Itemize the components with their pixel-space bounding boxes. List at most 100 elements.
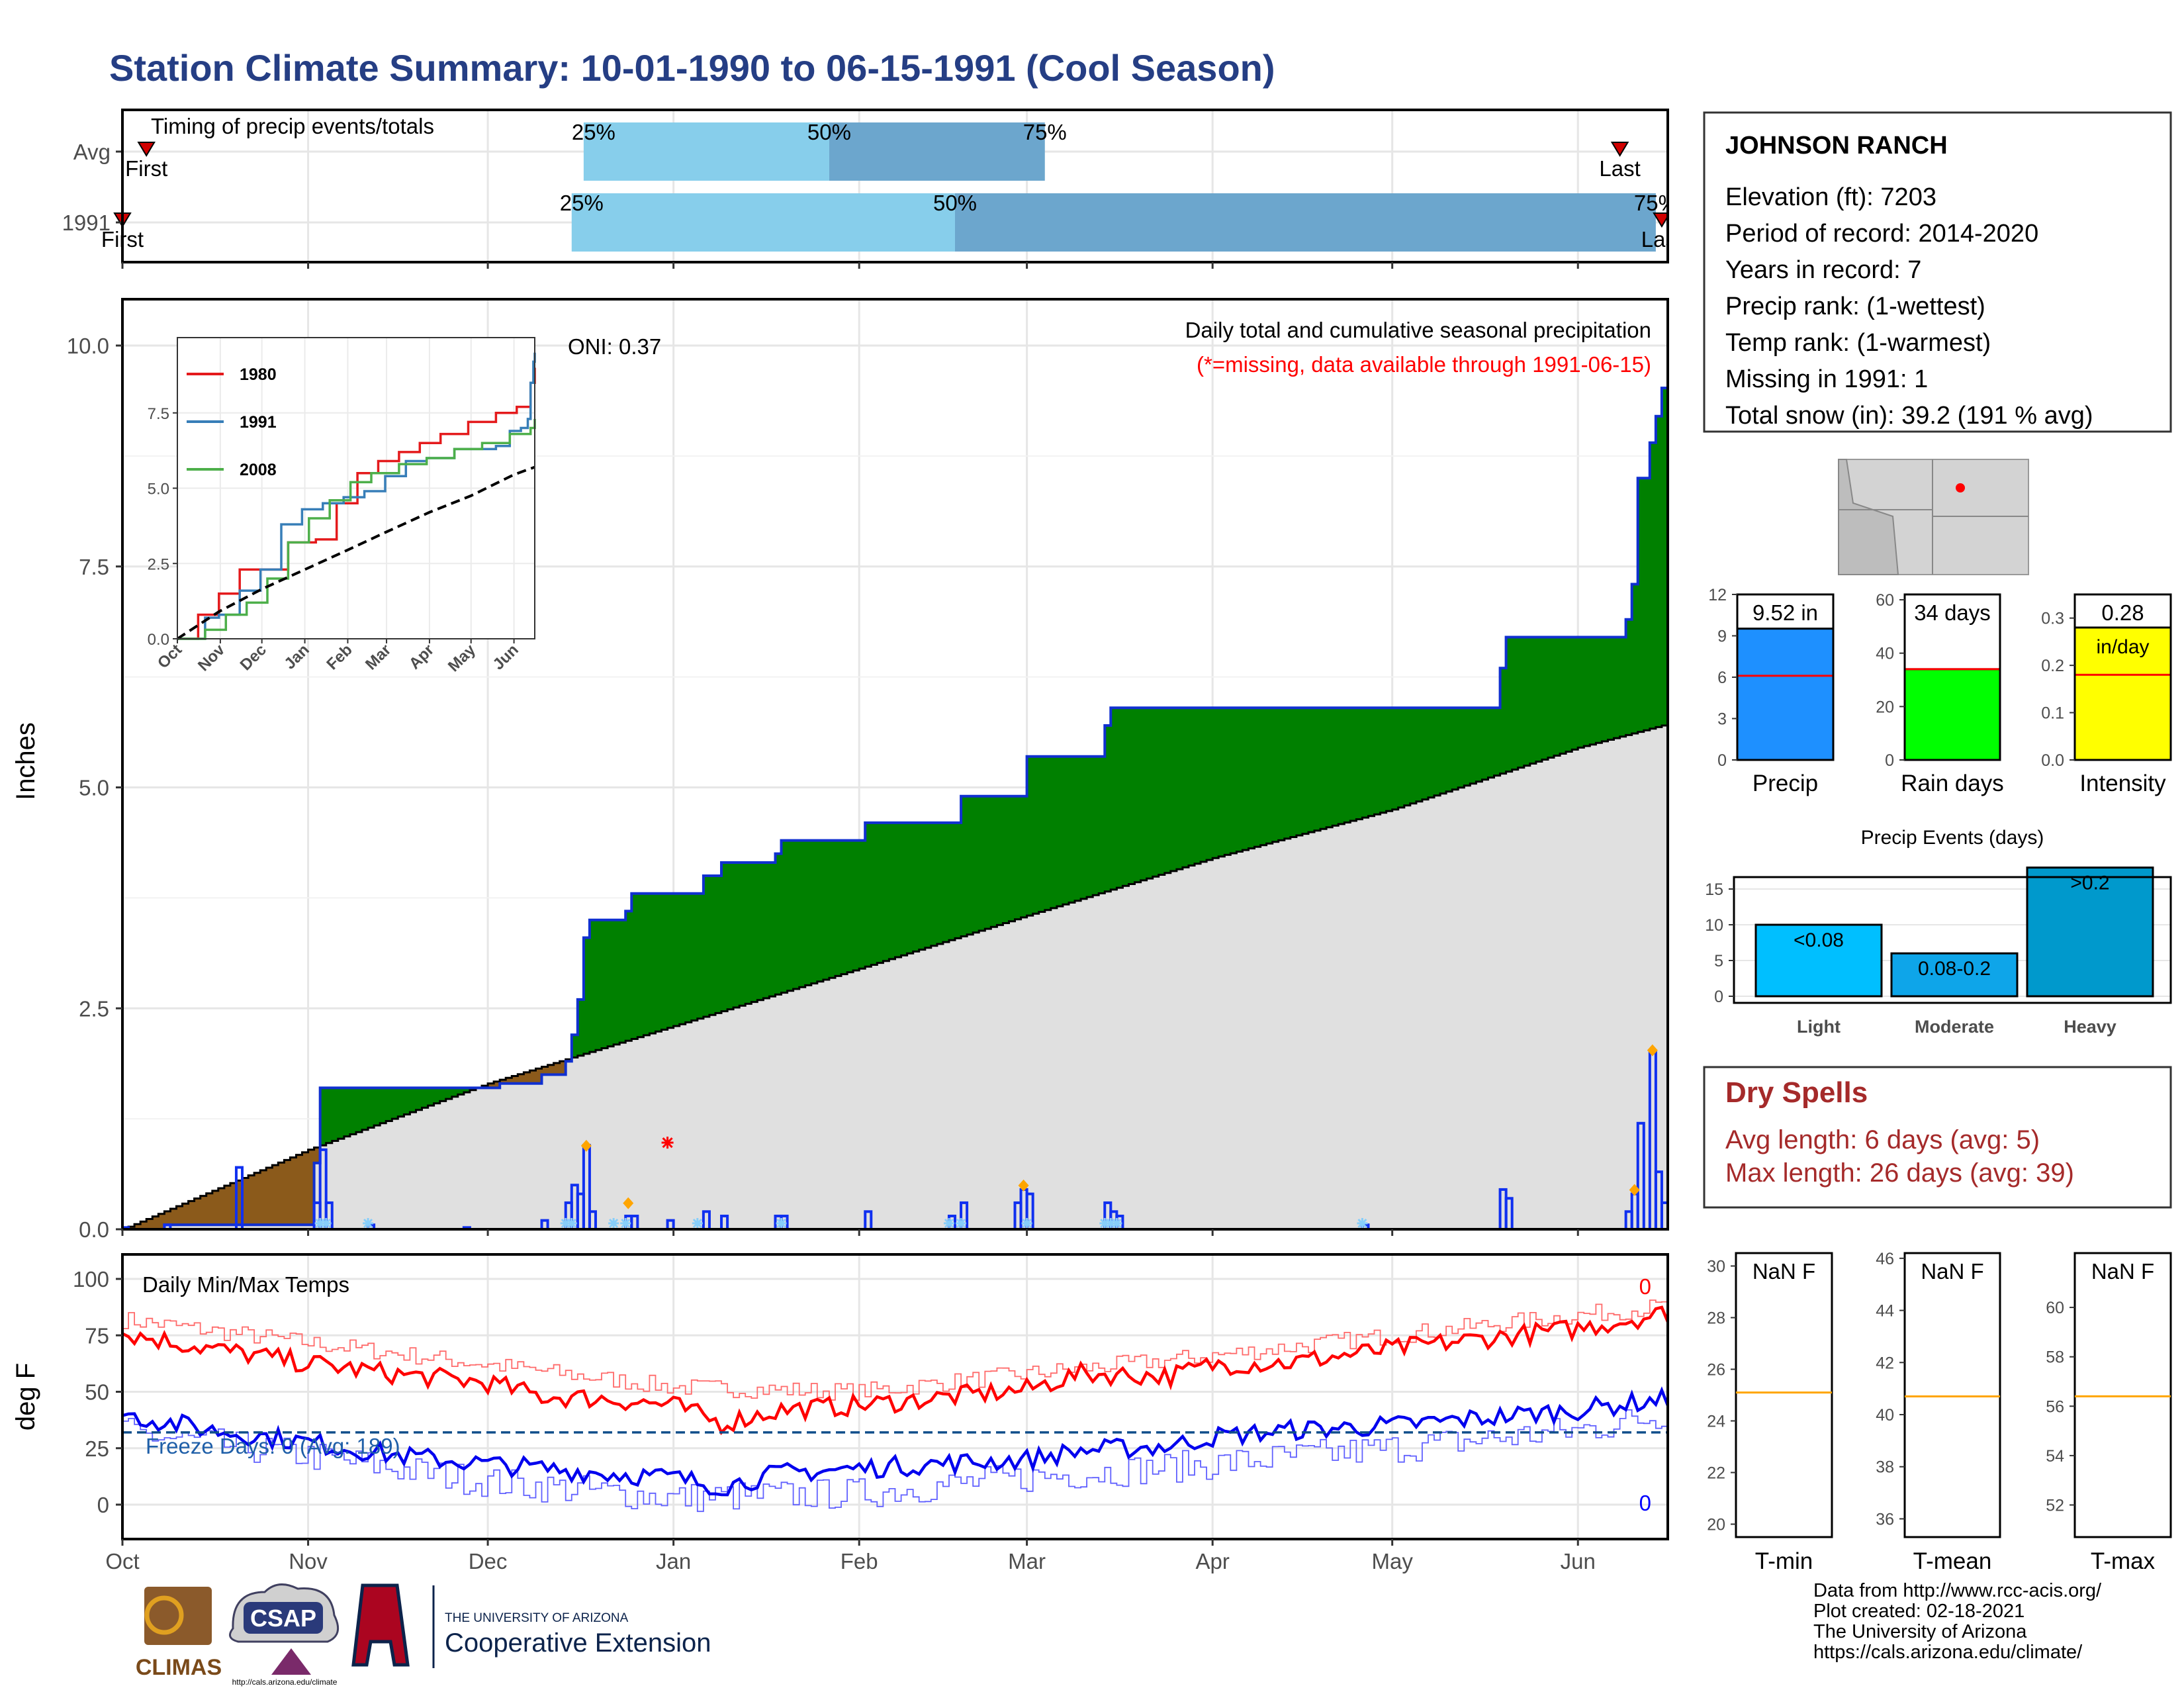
snow-diamond-marker	[580, 1139, 592, 1152]
month-axis-label: Feb	[841, 1549, 878, 1573]
precip-events-ytick-label: 0	[1714, 988, 1723, 1006]
temp-box-ytick-label: 46	[1876, 1250, 1894, 1268]
temp-panel-border	[121, 1253, 1669, 1540]
temp-box-ytick-label: 38	[1876, 1458, 1894, 1477]
summary-bar-border	[1903, 593, 2001, 761]
oni-label: ONI: 0.37	[568, 334, 661, 359]
temp-box-ytick-label: 42	[1876, 1354, 1894, 1372]
tmin-line	[122, 1386, 1670, 1497]
snow-diamond-marker	[1629, 1184, 1640, 1196]
precip-panel-border	[121, 298, 1669, 1231]
station-info-line: Elevation (ft): 7203	[1725, 183, 1936, 211]
precip-events-border	[1733, 876, 2172, 1004]
precip-subtitle: Daily total and cumulative seasonal prec…	[1185, 318, 1651, 342]
inset-legend-label: 2008	[240, 461, 277, 479]
month-axis-label: Jan	[656, 1549, 691, 1573]
timing-q75-label: 75%	[1023, 120, 1067, 144]
temp-box-ytick-label: 60	[2046, 1299, 2064, 1317]
station-info-line: Total snow (in): 39.2 (191 % avg)	[1725, 402, 2093, 430]
temp-box-ytick-label: 40	[1876, 1406, 1894, 1425]
temp-box-ytick-label: 54	[2046, 1447, 2064, 1466]
climas-logo-text: CLIMAS	[136, 1655, 222, 1680]
precip-ytick-label: 7.5	[79, 555, 109, 579]
timing-label: Timing of precip events/totals	[151, 114, 434, 138]
timing-panel-border	[121, 109, 1669, 263]
summary-ytick-label: 0.1	[2041, 704, 2064, 723]
credit-line-4: https://cals.arizona.edu/climate/	[1813, 1642, 2083, 1663]
snow-star-marker	[608, 1218, 619, 1229]
temp-box-name: T-max	[2091, 1548, 2156, 1574]
precip-note: (*=missing, data available through 1991-…	[1197, 352, 1651, 377]
station-location-dot	[1956, 483, 1965, 492]
page-title: Station Climate Summary: 10-01-1990 to 0…	[109, 47, 1275, 89]
precip-events-ytick-label: 5	[1714, 952, 1723, 970]
precip-ytick-label: 0.0	[79, 1217, 109, 1242]
missing-data-marker	[661, 1137, 674, 1149]
credit-line-2: Plot created: 02-18-2021	[1813, 1601, 2025, 1622]
temp-ytick-label: 0	[97, 1493, 109, 1517]
temp-box-ytick-label: 30	[1707, 1258, 1725, 1276]
precip-events-title: Precip Events (days)	[1861, 827, 2044, 849]
timing-q25-label: 25%	[572, 120, 615, 144]
month-axis-label: Mar	[1008, 1549, 1046, 1573]
climas-logo-mark	[144, 1587, 212, 1645]
summary-bar-value-label: 9.52 in	[1752, 600, 1818, 625]
temp-box-t-max	[2073, 1252, 2172, 1538]
snow-star-marker	[560, 1218, 571, 1229]
summary-ytick-label: 6	[1717, 669, 1727, 687]
timing-mask	[1668, 110, 1707, 262]
snow-star-marker	[1105, 1218, 1116, 1229]
snow-star-marker	[620, 1218, 631, 1229]
hot-days-count: 0	[1639, 1274, 1651, 1299]
month-axis-label: Oct	[105, 1549, 139, 1573]
summary-ytick-label: 60	[1876, 591, 1894, 610]
csap-logo: CSAP http://cals.arizona.edu/climate	[229, 1583, 340, 1687]
csap-mountain-icon	[271, 1648, 311, 1675]
summary-bar-name: Rain days	[1901, 771, 2004, 796]
summary-ytick-label: 0.2	[2041, 657, 2064, 675]
precip-event-bar	[1754, 923, 1883, 998]
precip-event-category: Light	[1797, 1017, 1841, 1037]
station-info-box	[1703, 111, 2172, 433]
credit-line-3: The University of Arizona	[1813, 1621, 2027, 1642]
precip-event-bar	[2026, 867, 2154, 998]
snow-star-marker	[1357, 1218, 1368, 1229]
month-axis-label: May	[1372, 1549, 1414, 1573]
summary-bar-rain-days	[1903, 668, 2001, 761]
avg-cumulative-line	[122, 724, 1668, 1231]
temp-ylabel: deg F	[11, 1363, 40, 1430]
snow-star-marker	[956, 1218, 967, 1229]
station-info-line: Temp rank: (1-warmest)	[1725, 329, 1991, 357]
timing-first-marker	[137, 142, 156, 157]
summary-bar-value-label: 34 days	[1914, 600, 1991, 625]
snow-diamond-marker	[1647, 1044, 1658, 1056]
temp-ytick-label: 100	[73, 1267, 109, 1291]
csap-logo-text: CSAP	[250, 1605, 316, 1632]
summary-bar-value-label: 0.28	[2101, 600, 2144, 625]
month-axis-label: Nov	[289, 1549, 328, 1573]
inset-series-line	[177, 352, 536, 640]
timing-q25-label: 25%	[560, 191, 604, 215]
temp-ytick-label: 25	[85, 1436, 109, 1461]
month-axis-label: Apr	[1195, 1549, 1229, 1573]
dry-spells-max: Max length: 26 days (avg: 39)	[1725, 1158, 2074, 1188]
temp-box-ytick-label: 58	[2046, 1348, 2064, 1367]
snow-star-marker	[692, 1218, 703, 1229]
map-region-west	[1838, 459, 1899, 575]
snow-star-marker	[363, 1218, 374, 1229]
freeze-days-label: Freeze Days: 0 (Avg: 189)	[146, 1434, 400, 1458]
precip-events-ytick-label: 15	[1705, 880, 1723, 899]
summary-bar-name: Precip	[1752, 771, 1818, 796]
precip-event-bar-label: >0.2	[2070, 872, 2109, 894]
snow-star-marker	[566, 1218, 577, 1229]
inset-legend-label: 1980	[240, 365, 277, 384]
timing-bar-q2	[829, 122, 1045, 181]
cumulative-precip-line	[122, 387, 1668, 1231]
summary-ytick-label: 0.3	[2041, 610, 2064, 628]
climas-logo-ring	[144, 1595, 184, 1635]
timing-last-label: Last	[1599, 156, 1640, 181]
snow-star-marker	[1021, 1218, 1032, 1229]
summary-bar-border	[2073, 593, 2172, 761]
temp-ytick-label: 75	[85, 1323, 109, 1348]
summary-bar-name: Intensity	[2079, 771, 2166, 796]
